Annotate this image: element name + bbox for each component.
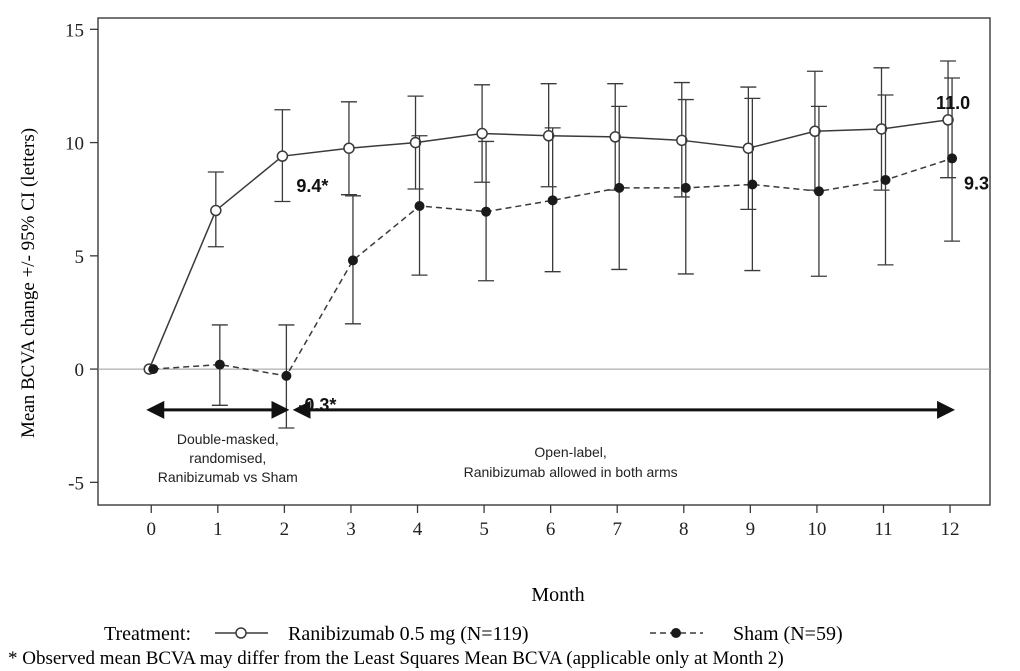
x-tick-label: 11 <box>874 519 892 540</box>
period-1: Open-label, Ranibizumab allowed in both a… <box>292 400 956 480</box>
data-label: 9.3 <box>964 173 989 193</box>
legend-marker-sham <box>671 628 681 638</box>
y-tick-label: 5 <box>75 247 85 268</box>
y-tick-label: 10 <box>65 134 84 155</box>
x-tick-label: 6 <box>546 519 556 540</box>
period-0: Double-masked, randomised, Ranibizumab vs … <box>146 400 298 485</box>
period-label-line: Open-label, <box>534 444 606 460</box>
data-point <box>542 130 555 142</box>
data-label: 11.0 <box>936 93 970 113</box>
data-point <box>214 359 225 370</box>
data-point <box>947 153 958 164</box>
x-tick-label: 3 <box>346 519 356 540</box>
y-tick-label: 0 <box>75 360 85 381</box>
data-point <box>880 174 891 185</box>
data-label: -0.3* <box>298 395 336 415</box>
data-point <box>875 123 888 135</box>
data-point <box>276 150 289 162</box>
data-point <box>343 142 355 154</box>
footnote: * Observed mean BCVA may differ from the… <box>8 648 784 669</box>
data-point <box>481 206 492 217</box>
data-point <box>347 255 358 266</box>
data-point <box>614 182 625 193</box>
y-tick-label: 15 <box>65 20 84 41</box>
data-point <box>281 370 292 381</box>
x-tick-label: 2 <box>280 519 290 540</box>
legend-prefix: Treatment: <box>104 623 191 645</box>
data-point <box>747 179 758 190</box>
x-tick-label: 10 <box>807 519 826 540</box>
legend-marker-ranibizumab <box>235 627 247 639</box>
period-arrows: Double-masked, randomised, Ranibizumab vs … <box>146 400 956 485</box>
period-label-line: Double-masked, <box>177 431 279 447</box>
x-tick-label: 5 <box>479 519 489 540</box>
x-tick-label: 7 <box>612 519 622 540</box>
data-point <box>210 204 222 217</box>
y-tick-label: -5 <box>68 473 84 494</box>
plot-border <box>97 17 991 506</box>
x-tick-label: 0 <box>147 519 157 540</box>
series <box>143 60 961 429</box>
data-point <box>942 114 954 126</box>
data-point <box>813 186 824 197</box>
data-point <box>547 195 558 206</box>
period-label-line: randomised, <box>189 450 266 466</box>
data-point <box>414 201 425 212</box>
data-label: 9.4* <box>296 176 328 196</box>
x-tick-label: 9 <box>746 519 756 540</box>
data-point <box>148 364 159 375</box>
x-tick-label: 8 <box>679 519 689 540</box>
period-label-line: Ranibizumab vs Sham <box>158 469 298 485</box>
legend-label-sham: Sham (N=59) <box>733 623 843 645</box>
series-ranibizumab <box>143 60 957 375</box>
x-tick-label: 4 <box>413 519 423 540</box>
x-tick-label: 1 <box>213 519 223 540</box>
data-point <box>409 136 422 149</box>
series-sham <box>148 77 961 429</box>
data-point <box>676 134 688 147</box>
data-point <box>809 125 821 138</box>
y-axis-label: Mean BCVA change +/- 95% CI (letters) <box>18 128 39 438</box>
period-label-line: Ranibizumab allowed in both arms <box>464 464 678 480</box>
x-axis-label: Month <box>531 584 584 606</box>
data-point <box>742 142 755 154</box>
data-point <box>609 131 621 143</box>
legend: Treatment: Ranibizumab 0.5 mg (N=119) Sh… <box>104 623 843 645</box>
legend-label-ranibizumab: Ranibizumab 0.5 mg (N=119) <box>288 623 529 645</box>
x-tick-label: 12 <box>941 519 960 540</box>
data-point <box>476 127 488 140</box>
data-point <box>680 182 691 193</box>
